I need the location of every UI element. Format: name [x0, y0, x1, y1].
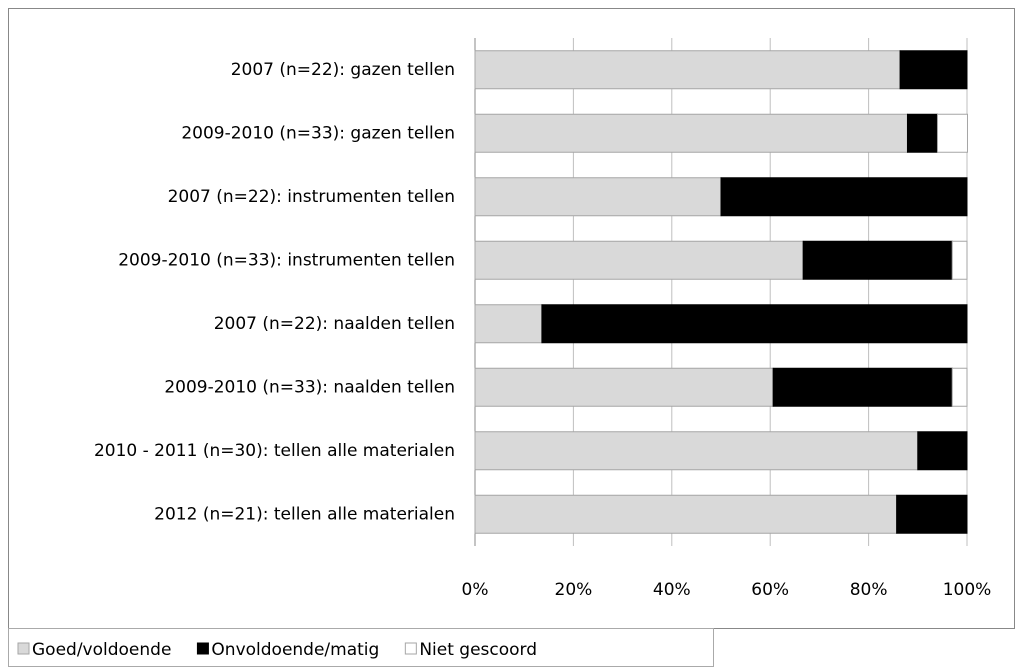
bar-segment — [474, 50, 901, 90]
bar-segment — [802, 240, 953, 280]
bar-segment — [474, 494, 898, 534]
y-tick-label: 2012 (n=21): tellen alle materialen — [154, 504, 455, 524]
bar-segment — [474, 240, 804, 280]
bar-segment — [772, 367, 953, 407]
y-tick-label: 2009-2010 (n=33): gazen tellen — [181, 123, 455, 143]
y-tick-label: 2009-2010 (n=33): instrumenten tellen — [118, 250, 455, 270]
legend-label: Onvoldoende/matig — [211, 640, 379, 660]
x-tick-label: 0% — [462, 580, 489, 600]
bar-segment — [951, 367, 968, 407]
bar-segment — [541, 304, 968, 344]
bar-segment — [951, 240, 968, 280]
legend-label: Niet gescoord — [419, 640, 537, 660]
legend-swatch — [404, 642, 417, 655]
bar-segment — [474, 304, 543, 344]
y-tick-label: 2007 (n=22): naalden tellen — [214, 314, 455, 334]
bar-segment — [474, 177, 722, 217]
x-tick-label: 60% — [751, 580, 789, 600]
bar-segment — [474, 113, 908, 153]
bar-segment — [474, 431, 919, 471]
bar-segment — [896, 494, 968, 534]
y-tick-label: 2010 - 2011 (n=30): tellen alle material… — [94, 441, 455, 461]
bar-segment — [917, 431, 968, 471]
legend-swatch — [17, 642, 30, 655]
x-tick-label: 80% — [850, 580, 888, 600]
x-tick-label: 40% — [653, 580, 691, 600]
bar-segment — [899, 50, 968, 90]
x-tick-label: 100% — [943, 580, 992, 600]
bar-segment — [906, 113, 938, 153]
bar-segment — [720, 177, 968, 217]
legend-label: Goed/voldoende — [32, 640, 171, 660]
bar-segment — [936, 113, 968, 153]
x-tick-label: 20% — [555, 580, 593, 600]
y-tick-label: 2007 (n=22): instrumenten tellen — [168, 187, 455, 207]
y-tick-label: 2009-2010 (n=33): naalden tellen — [164, 377, 455, 397]
legend-swatch — [196, 642, 209, 655]
bar-segment — [474, 367, 774, 407]
legend-frame — [8, 628, 714, 667]
y-tick-label: 2007 (n=22): gazen tellen — [231, 60, 455, 80]
